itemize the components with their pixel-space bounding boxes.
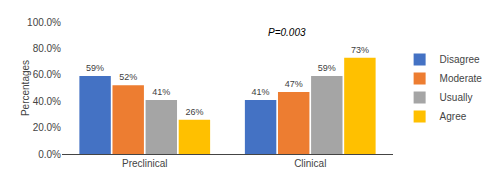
svg-text:P=0.003: P=0.003	[268, 27, 306, 38]
svg-text:Clinical: Clinical	[294, 158, 326, 169]
svg-text:59%: 59%	[86, 63, 104, 73]
svg-text:60.0%: 60.0%	[33, 69, 61, 80]
svg-text:Disagree: Disagree	[440, 54, 480, 65]
svg-text:Agree: Agree	[440, 111, 467, 122]
svg-text:100.0%: 100.0%	[27, 17, 61, 28]
svg-text:Percentages: Percentages	[20, 60, 31, 116]
svg-text:Moderate: Moderate	[440, 73, 483, 84]
svg-text:40.0%: 40.0%	[33, 96, 61, 107]
svg-text:26%: 26%	[185, 107, 203, 117]
svg-text:80.0%: 80.0%	[33, 43, 61, 54]
svg-text:41%: 41%	[152, 87, 170, 97]
svg-text:Usually: Usually	[440, 92, 473, 103]
svg-text:0.0%: 0.0%	[38, 149, 61, 160]
svg-text:20.0%: 20.0%	[33, 122, 61, 133]
svg-text:Preclinical: Preclinical	[122, 158, 168, 169]
svg-text:73%: 73%	[351, 45, 369, 55]
svg-text:52%: 52%	[119, 72, 137, 82]
svg-text:59%: 59%	[318, 63, 336, 73]
svg-text:41%: 41%	[252, 87, 270, 97]
svg-text:47%: 47%	[285, 79, 303, 89]
